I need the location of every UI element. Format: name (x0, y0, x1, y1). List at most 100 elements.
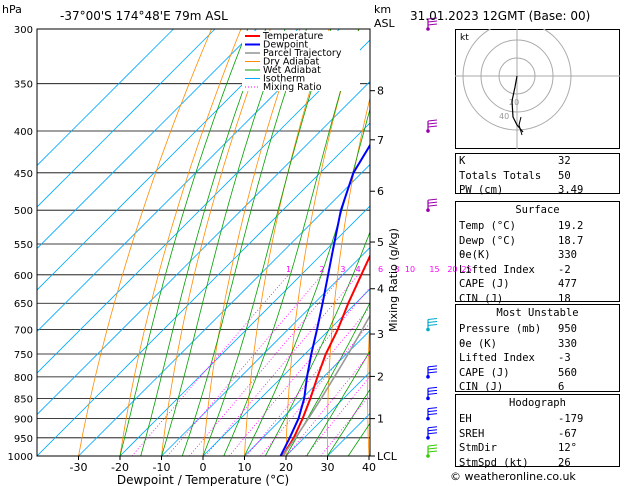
most-unstable-value: 560 (558, 366, 577, 379)
dry-adiabat-line (407, 29, 447, 456)
altitude-tick-label: 3 (377, 328, 384, 341)
isotherm-line (37, 29, 174, 167)
plot-frame (36, 28, 371, 457)
most-unstable-label: θe (K) (459, 337, 497, 350)
surface-value: 330 (558, 249, 577, 261)
pressure-tick-label: 600 (14, 271, 33, 282)
legend-entry: Dry Adiabat (263, 57, 320, 68)
mixing-ratio-line (246, 306, 370, 456)
mixing-ratio-label: 8 (394, 265, 399, 274)
mixing-ratio-line (189, 274, 344, 456)
hodograph-label: SREH (459, 427, 485, 440)
profile-dewpoint (279, 143, 370, 456)
isotherm-line (37, 29, 216, 208)
wet-adiabat-line (202, 29, 332, 456)
temperature-tick-label: 10 (238, 461, 252, 474)
indices-box: K 32 Totals Totals 50 PW (cm) 3.49 (455, 153, 620, 196)
hodograph-value: 12° (558, 442, 577, 454)
pressure-tick-label: 750 (14, 350, 33, 361)
hodograph-label: EH (459, 413, 472, 425)
legend-entry: Dewpoint (263, 40, 308, 51)
hodograph-ring-label: 40 (499, 112, 509, 121)
isotherm-line (78, 163, 370, 456)
wind-barb (426, 318, 438, 332)
temperature-tick-label: 0 (200, 461, 207, 474)
isotherm-line (37, 29, 340, 333)
pressure-tick-label: 700 (14, 326, 33, 337)
wind-barbs (426, 17, 438, 458)
mixing-ratio-labels: 1 2 3 4 6 8 10 15 20 25 (286, 265, 472, 274)
dry-adiabat-line (327, 96, 370, 456)
profile-temperature (281, 253, 370, 456)
pressure-tick-label: 350 (14, 80, 33, 91)
most-unstable-label: Lifted Index (459, 352, 535, 364)
index-value: 32 (558, 155, 571, 167)
index-value: 50 (558, 169, 571, 182)
mixing-ratio-line (286, 352, 370, 456)
most-unstable-value: 330 (558, 337, 577, 350)
pressure-tick-label: 850 (14, 394, 33, 405)
dry-adiabat-line (367, 313, 370, 456)
index-row: Totals Totals 50 (456, 169, 619, 184)
legend-entry: Mixing Ratio (263, 82, 322, 93)
temperature-tick-label: -20 (111, 461, 129, 474)
pressure-tick-label: 650 (14, 299, 33, 310)
wind-barb (426, 17, 438, 31)
surface-label: Dewp (°C) (459, 234, 516, 247)
pressure-tick-label: 450 (14, 169, 33, 180)
hodograph-row: EH -179 (456, 412, 619, 427)
pressure-tick-label: 950 (14, 434, 33, 445)
surface-row: Lifted Index -2 (456, 263, 619, 278)
wet-adiabat-line (161, 29, 286, 456)
pressure-tick-label: 900 (14, 415, 33, 426)
isotherm-line (161, 246, 370, 456)
most-unstable-title: Most Unstable (496, 307, 579, 319)
hodograph-label: StmDir (459, 442, 497, 454)
pressure-tick-label: 1000 (8, 452, 33, 463)
legend-entry: Isotherm (263, 74, 305, 85)
legend-entry: Parcel Trajectory (263, 48, 342, 59)
surface-title: Surface (515, 204, 560, 216)
mixing-ratio-label: 10 (405, 265, 415, 274)
surface-box: Surface Temp (°C) 19.2 Dewp (°C) 18.7 θe(K) 3… (455, 201, 620, 305)
hodograph-plot: kt 40 20 (455, 29, 620, 149)
altitude-axis: 8 7 6 5 4 3 2 1 LCL (370, 85, 398, 463)
dry-adiabat-line (119, 29, 242, 456)
altitude-tick-label: 5 (377, 236, 384, 249)
index-row: K 32 (456, 154, 619, 169)
profile-parcel-trajectory (282, 313, 370, 456)
wet-adiabat-line (306, 350, 370, 456)
most-unstable-label: CIN (J) (459, 381, 504, 393)
wind-barb (426, 426, 438, 440)
hodograph-kt-label: kt (460, 33, 469, 43)
mixing-ratio-line (260, 322, 370, 456)
sounding-profiles (279, 143, 370, 456)
surface-row: θe(K) 330 (456, 248, 619, 263)
wind-barb (426, 365, 438, 379)
hodograph-row: StmDir 12° (456, 441, 619, 456)
isotherm-line (37, 122, 370, 456)
altitude-tick-label: 2 (377, 370, 384, 383)
wind-barb (426, 386, 438, 401)
altitude-tick-label: 6 (377, 185, 384, 198)
altitude-tick-label: 4 (377, 283, 384, 296)
temperature-tick-label: 30 (321, 461, 335, 474)
pressure-tick-label: 400 (14, 127, 33, 138)
surface-row: CAPE (J) 477 (456, 277, 619, 292)
footer-credit: © weatheronline.co.uk (450, 470, 576, 483)
temperature-tick-label: 20 (279, 461, 293, 474)
most-unstable-row: Pressure (mb) 950 (456, 322, 619, 337)
surface-label: CAPE (J) (459, 278, 510, 290)
temperature-tick-label: 40 (362, 461, 376, 474)
dry-adiabat-line (285, 29, 359, 456)
km-label: km (374, 3, 391, 16)
temperature-tick-label: -10 (153, 461, 171, 474)
most-unstable-row: Lifted Index -3 (456, 351, 619, 366)
datetime-title: 31.01.2023 12GMT (Base: 00) (410, 9, 590, 23)
index-label: PW (cm) (459, 184, 504, 196)
wet-adiabat-line (140, 29, 267, 456)
hodograph-box: Hodograph EH -179 SREH -67 StmDir 12° StmSpd (… (455, 394, 620, 469)
pressure-tick-label: 500 (14, 206, 33, 217)
mixing-ratio-axis-label: Mixing Ratio (g/kg) (387, 228, 400, 332)
